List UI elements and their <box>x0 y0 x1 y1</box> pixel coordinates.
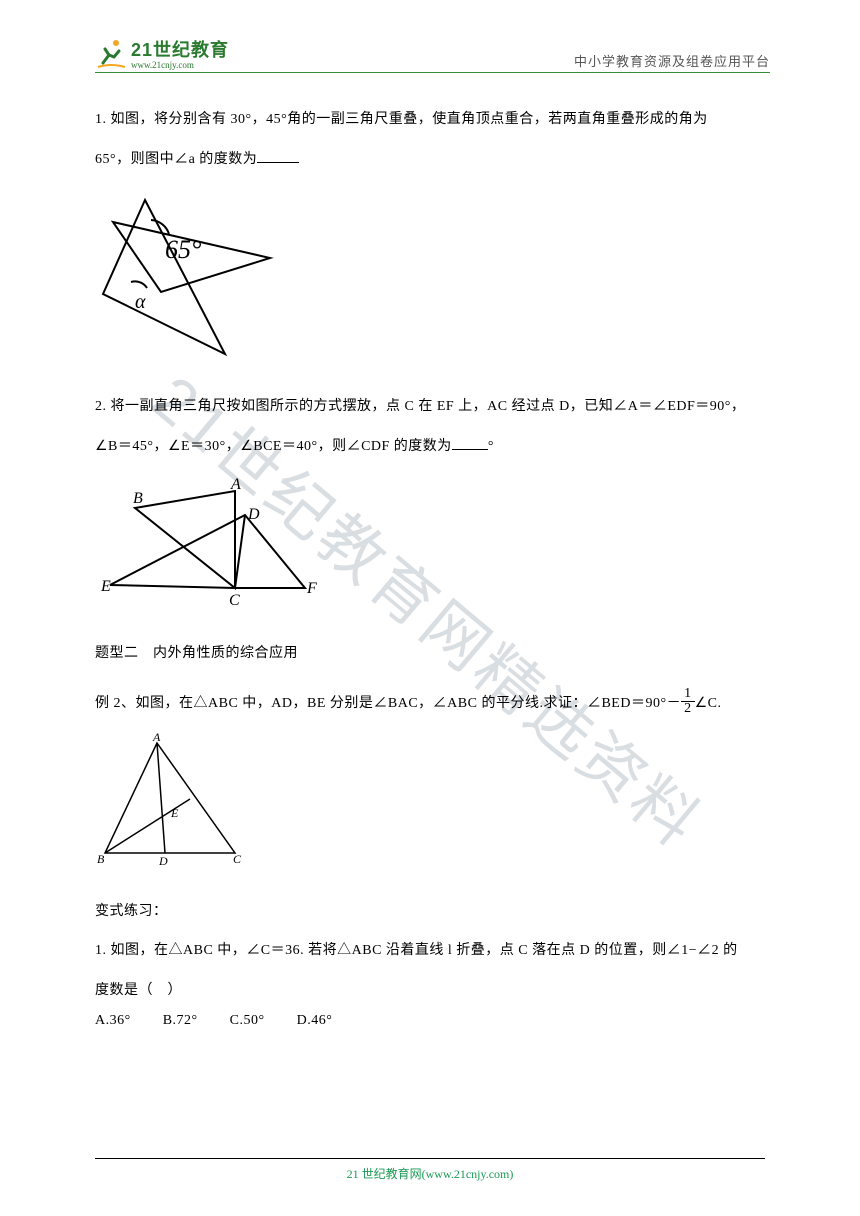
q2-line2: ∠B＝45°，∠E＝30°，∠BCE＝40°，则∠CDF 的度数为 ° <box>95 430 770 464</box>
q2-figure: B A D E C F <box>95 473 770 613</box>
q2-unit: ° <box>488 439 494 454</box>
option-d: D.46° <box>297 1013 333 1028</box>
header-right-text: 中小学教育资源及组卷应用平台 <box>574 51 770 70</box>
ex2-text: 例 2、如图，在△ABC 中，AD，BE 分别是∠BAC，∠ABC 的平分线.求… <box>95 687 770 721</box>
frac-denominator: 2 <box>681 702 695 716</box>
page-footer: 21 世纪教育网(www.21cnjy.com) <box>95 1158 765 1182</box>
q1-blank <box>257 149 299 163</box>
svg-text:65°: 65° <box>165 235 201 264</box>
ex2-fraction: 12 <box>681 687 695 716</box>
q1-line1: 1. 如图，将分别含有 30°，45°角的一副三角尺重叠，使直角顶点重合，若两直… <box>95 103 770 137</box>
option-a: A.36° <box>95 1013 131 1028</box>
svg-text:E: E <box>100 578 111 595</box>
ex2-figure: A B C D E <box>95 731 770 871</box>
q2-line2-text: ∠B＝45°，∠E＝30°，∠BCE＝40°，则∠CDF 的度数为 <box>95 439 452 454</box>
frac-numerator: 1 <box>681 687 695 702</box>
vq1-options: A.36° B.72° C.50° D.46° <box>95 1013 770 1029</box>
q2-blank <box>452 436 488 450</box>
vq1-line1: 1. 如图，在△ABC 中，∠C＝36. 若将△ABC 沿着直线 l 折叠，点 … <box>95 934 770 968</box>
svg-text:D: D <box>247 506 260 523</box>
svg-text:A: A <box>152 731 161 744</box>
footer-name: 21 世纪教育网 <box>347 1167 422 1181</box>
logo-cn: 21世纪教育 <box>131 40 229 60</box>
ex2-text-a: 例 2、如图，在△ABC 中，AD，BE 分别是∠BAC，∠ABC 的平分线.求… <box>95 696 681 711</box>
q2-line1: 2. 将一副直角三角尺按如图所示的方式摆放，点 C 在 EF 上，AC 经过点 … <box>95 390 770 424</box>
q1-line2-text: 65°，则图中∠a 的度数为 <box>95 152 257 167</box>
q1-line2: 65°，则图中∠a 的度数为 <box>95 143 770 177</box>
svg-text:E: E <box>170 806 179 820</box>
svg-text:A: A <box>230 476 241 493</box>
svg-text:D: D <box>158 854 168 868</box>
svg-text:α: α <box>135 291 146 313</box>
svg-text:C: C <box>233 852 242 866</box>
section2-title: 题型二 内外角性质的综合应用 <box>95 637 770 671</box>
page-header: 21世纪教育 www.21cnjy.com 中小学教育资源及组卷应用平台 <box>95 36 770 73</box>
page-content: 21世纪教育 www.21cnjy.com 中小学教育资源及组卷应用平台 1. … <box>0 0 860 1089</box>
runner-icon <box>95 37 127 69</box>
logo-url: www.21cnjy.com <box>131 60 229 70</box>
ex2-text-b: ∠C. <box>695 696 722 711</box>
footer-url: (www.21cnjy.com) <box>422 1167 514 1181</box>
variant-label: 变式练习： <box>95 895 770 929</box>
logo: 21世纪教育 www.21cnjy.com <box>95 36 229 70</box>
option-c: C.50° <box>230 1013 265 1028</box>
svg-text:B: B <box>97 852 105 866</box>
svg-text:C: C <box>229 592 240 609</box>
option-b: B.72° <box>163 1013 198 1028</box>
q1-figure: 65° α <box>95 186 770 366</box>
logo-text: 21世纪教育 www.21cnjy.com <box>131 36 229 70</box>
svg-text:F: F <box>306 580 317 597</box>
vq1-line2: 度数是（ ） <box>95 974 770 1008</box>
svg-text:B: B <box>133 490 143 507</box>
